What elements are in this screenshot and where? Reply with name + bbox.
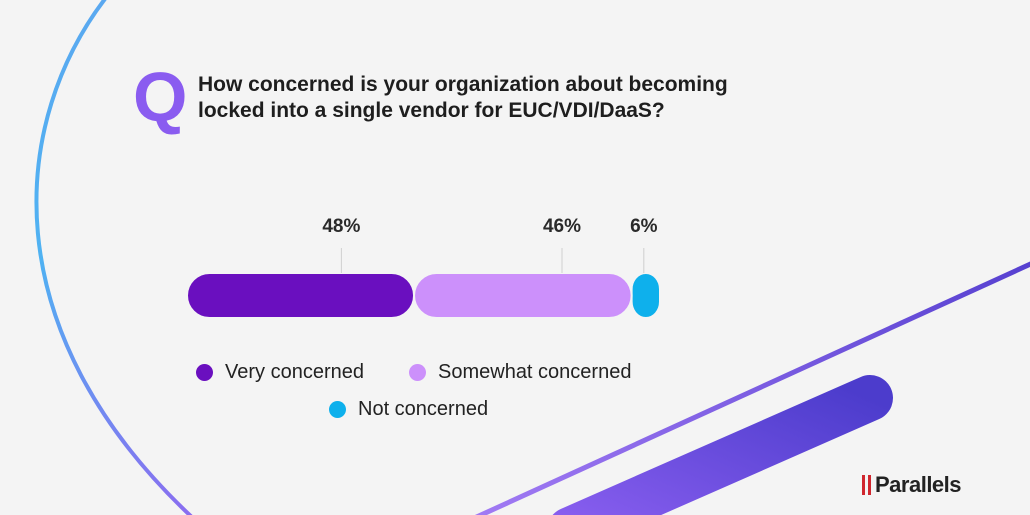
legend-label: Very concerned xyxy=(225,361,364,383)
bar-segment-2 xyxy=(630,272,661,319)
legend-swatch xyxy=(409,364,426,381)
bar-segment-1 xyxy=(413,272,633,319)
legend-swatch xyxy=(329,401,346,418)
legend-item-somewhat-concerned: Somewhat concerned xyxy=(409,361,631,384)
chart-title: How concerned is your organization about… xyxy=(198,73,728,122)
decorative-arc xyxy=(34,0,193,515)
data-label: 46% xyxy=(543,216,581,237)
legend-item-very-concerned: Very concerned xyxy=(196,361,364,384)
legend-item-not-concerned: Not concerned xyxy=(329,398,488,421)
legend-swatch xyxy=(196,364,213,381)
parallels-logo: Parallels xyxy=(862,472,962,498)
legend-label: Somewhat concerned xyxy=(438,361,632,383)
data-label: 6% xyxy=(630,216,658,237)
decorative-bar xyxy=(552,375,893,515)
data-label: 48% xyxy=(322,216,360,237)
bar-segment-0 xyxy=(186,272,416,319)
decorative-line xyxy=(474,261,1030,515)
brand-name: Parallels xyxy=(875,472,962,497)
question-mark-q: Q xyxy=(133,58,188,136)
parallels-bars-icon xyxy=(862,475,871,495)
legend-label: Not concerned xyxy=(358,398,489,420)
